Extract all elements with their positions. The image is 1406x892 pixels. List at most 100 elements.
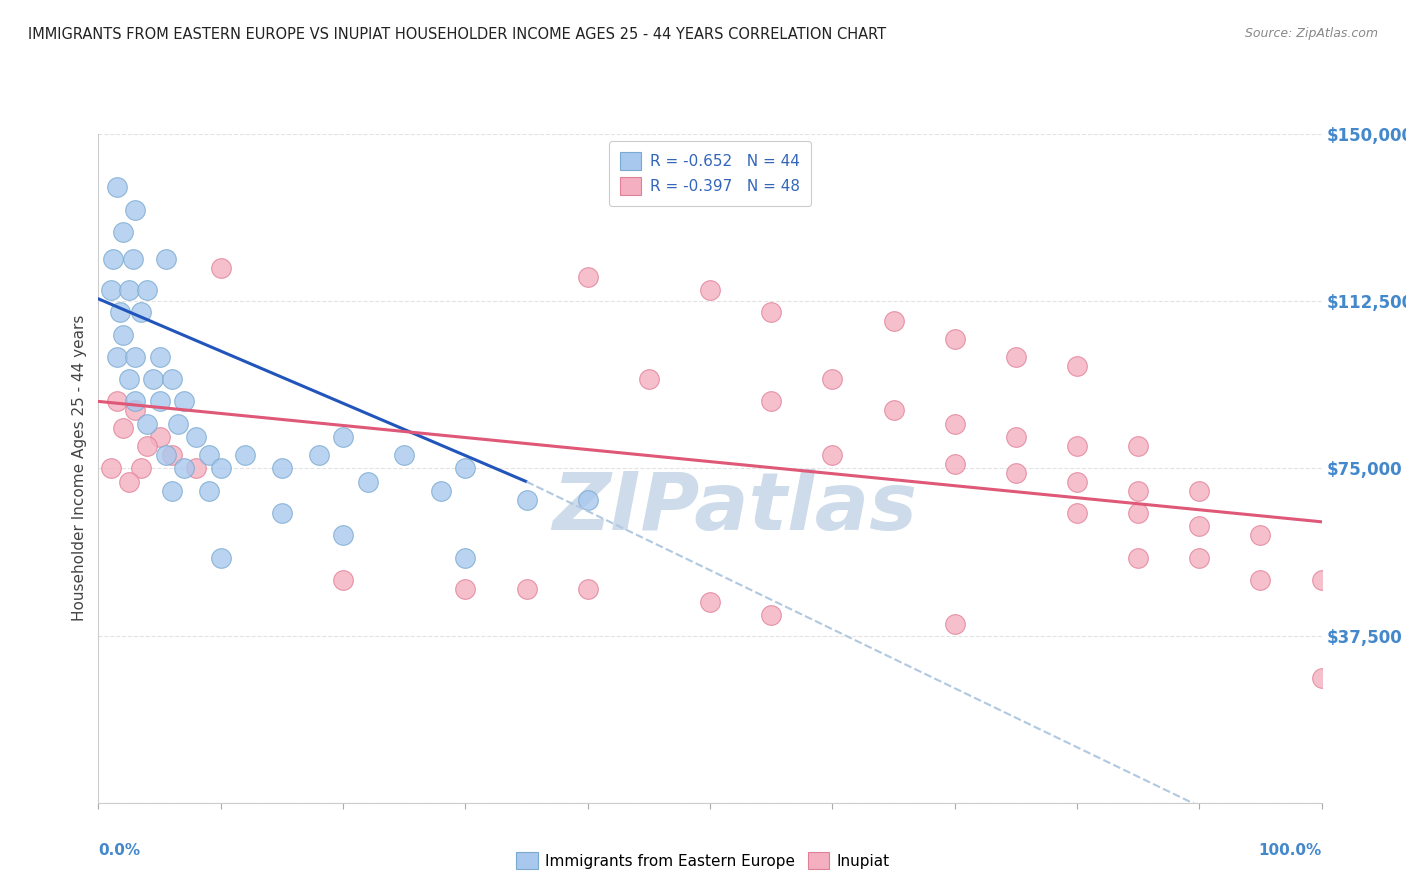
- Point: [105, 350, 128, 364]
- Point: [1310, 573, 1333, 587]
- Point: [197, 483, 219, 498]
- Point: [1004, 466, 1026, 480]
- Point: [167, 417, 190, 431]
- Point: [105, 180, 128, 194]
- Point: [1128, 550, 1150, 565]
- Point: [1004, 430, 1026, 444]
- Point: [761, 394, 783, 409]
- Point: [1066, 359, 1088, 373]
- Point: [1066, 475, 1088, 489]
- Point: [155, 252, 177, 266]
- Text: IMMIGRANTS FROM EASTERN EUROPE VS INUPIAT HOUSEHOLDER INCOME AGES 25 - 44 YEARS : IMMIGRANTS FROM EASTERN EUROPE VS INUPIA…: [28, 27, 886, 42]
- Point: [209, 260, 232, 275]
- Point: [105, 394, 128, 409]
- Point: [270, 506, 294, 520]
- Point: [430, 483, 453, 498]
- Point: [943, 617, 966, 632]
- Point: [149, 430, 172, 444]
- Point: [516, 582, 538, 596]
- Point: [1188, 519, 1211, 533]
- Point: [136, 439, 159, 453]
- Point: [1250, 573, 1272, 587]
- Point: [173, 394, 195, 409]
- Point: [821, 448, 844, 462]
- Text: 100.0%: 100.0%: [1258, 843, 1322, 858]
- Point: [332, 528, 354, 542]
- Text: 0.0%: 0.0%: [98, 843, 141, 858]
- Text: ZIPatlas: ZIPatlas: [553, 469, 917, 548]
- Legend: R = -0.652   N = 44, R = -0.397   N = 48: R = -0.652 N = 44, R = -0.397 N = 48: [609, 142, 811, 206]
- Point: [110, 305, 132, 319]
- Point: [1128, 483, 1150, 498]
- Point: [883, 403, 905, 417]
- Legend: Immigrants from Eastern Europe, Inupiat: Immigrants from Eastern Europe, Inupiat: [510, 846, 896, 875]
- Point: [943, 457, 966, 471]
- Point: [118, 372, 141, 386]
- Y-axis label: Householder Income Ages 25 - 44 years: Householder Income Ages 25 - 44 years: [72, 315, 87, 622]
- Point: [454, 582, 477, 596]
- Point: [197, 448, 219, 462]
- Point: [699, 595, 721, 609]
- Point: [173, 461, 195, 475]
- Point: [118, 283, 141, 297]
- Point: [100, 283, 122, 297]
- Point: [136, 417, 159, 431]
- Point: [1066, 439, 1088, 453]
- Point: [883, 314, 905, 328]
- Point: [136, 283, 159, 297]
- Point: [209, 550, 232, 565]
- Point: [943, 417, 966, 431]
- Point: [111, 225, 134, 239]
- Point: [100, 461, 122, 475]
- Point: [160, 372, 183, 386]
- Point: [129, 305, 152, 319]
- Point: [454, 461, 477, 475]
- Point: [129, 461, 152, 475]
- Point: [454, 550, 477, 565]
- Point: [356, 475, 378, 489]
- Point: [149, 394, 172, 409]
- Point: [1250, 528, 1272, 542]
- Point: [1128, 506, 1150, 520]
- Point: [111, 327, 134, 342]
- Point: [142, 372, 165, 386]
- Point: [1128, 439, 1150, 453]
- Point: [1310, 671, 1333, 685]
- Point: [332, 573, 354, 587]
- Point: [121, 252, 143, 266]
- Point: [209, 461, 232, 475]
- Point: [233, 448, 256, 462]
- Point: [124, 202, 146, 217]
- Point: [308, 448, 330, 462]
- Point: [124, 403, 146, 417]
- Point: [392, 448, 416, 462]
- Point: [124, 394, 146, 409]
- Point: [149, 350, 172, 364]
- Point: [155, 448, 177, 462]
- Point: [160, 448, 183, 462]
- Point: [637, 372, 661, 386]
- Point: [124, 350, 146, 364]
- Point: [761, 305, 783, 319]
- Point: [1188, 550, 1211, 565]
- Point: [821, 372, 844, 386]
- Point: [118, 475, 141, 489]
- Point: [1188, 483, 1211, 498]
- Point: [576, 269, 599, 284]
- Point: [332, 430, 354, 444]
- Point: [1004, 350, 1026, 364]
- Point: [101, 252, 124, 266]
- Point: [576, 582, 599, 596]
- Point: [270, 461, 294, 475]
- Point: [516, 492, 538, 507]
- Point: [186, 430, 208, 444]
- Point: [111, 421, 134, 435]
- Point: [1066, 506, 1088, 520]
- Point: [186, 461, 208, 475]
- Point: [160, 483, 183, 498]
- Point: [699, 283, 721, 297]
- Point: [761, 608, 783, 623]
- Text: Source: ZipAtlas.com: Source: ZipAtlas.com: [1244, 27, 1378, 40]
- Point: [943, 332, 966, 346]
- Point: [576, 492, 599, 507]
